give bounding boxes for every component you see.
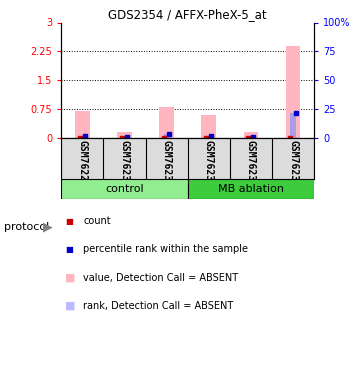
Bar <box>291 113 296 138</box>
Text: percentile rank within the sample: percentile rank within the sample <box>83 244 248 254</box>
Title: GDS2354 / AFFX-PheX-5_at: GDS2354 / AFFX-PheX-5_at <box>108 8 267 21</box>
Text: rank, Detection Call = ABSENT: rank, Detection Call = ABSENT <box>83 301 233 310</box>
FancyBboxPatch shape <box>188 180 314 199</box>
Bar <box>201 115 216 138</box>
Bar <box>164 134 169 138</box>
Text: GSM76232: GSM76232 <box>204 140 214 188</box>
Text: GSM76230: GSM76230 <box>119 140 130 188</box>
Bar <box>286 46 300 138</box>
Bar <box>75 111 90 138</box>
Text: GSM76234: GSM76234 <box>288 140 298 188</box>
Text: ■: ■ <box>65 217 73 226</box>
Text: GSM76231: GSM76231 <box>162 140 172 188</box>
Text: control: control <box>105 184 144 194</box>
Text: GSM76229: GSM76229 <box>77 140 87 188</box>
Text: MB ablation: MB ablation <box>218 184 284 194</box>
Bar <box>117 132 132 138</box>
Text: protocol: protocol <box>4 222 49 232</box>
Bar <box>159 106 174 138</box>
FancyBboxPatch shape <box>61 180 188 199</box>
Bar <box>248 137 253 138</box>
Text: ▶: ▶ <box>43 220 53 233</box>
Text: ■: ■ <box>65 301 75 310</box>
Text: ■: ■ <box>65 245 73 254</box>
Bar <box>80 136 85 138</box>
Bar <box>244 132 258 138</box>
Text: count: count <box>83 216 111 226</box>
Bar <box>206 136 211 138</box>
Text: GSM76233: GSM76233 <box>246 140 256 188</box>
Text: value, Detection Call = ABSENT: value, Detection Call = ABSENT <box>83 273 238 282</box>
Text: ■: ■ <box>65 273 75 282</box>
Bar <box>122 137 127 138</box>
